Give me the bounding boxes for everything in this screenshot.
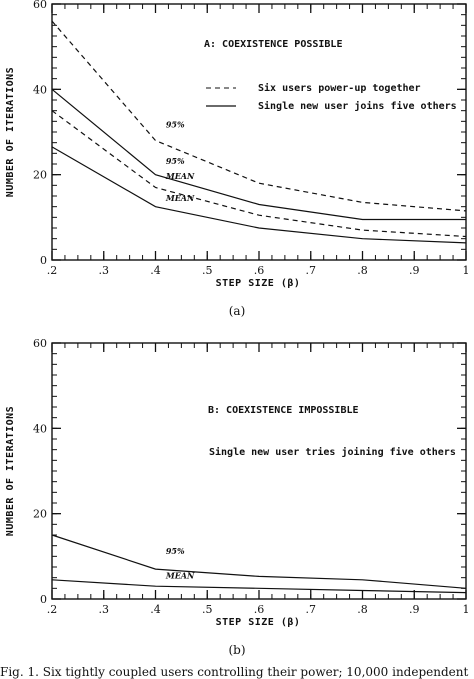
y-tick-label: 20: [33, 169, 47, 182]
x-tick-label: .5: [202, 264, 213, 277]
x-tick-label: 1: [463, 264, 470, 277]
panel-b-ticks: .2 .3 .4 .5 .6 .7 .8 .9 1 0 20 40 60: [33, 337, 470, 616]
panel-b-y-axis-title: NUMBER OF ITERATIONS: [5, 406, 16, 536]
series-annotation: MEAN: [165, 171, 195, 181]
legend-label-power-up-together: Six users power-up together: [258, 82, 421, 94]
series-annotation: 95%: [166, 120, 185, 130]
panel-a-annotations: 95% 95% MEAN MEAN: [165, 120, 195, 203]
x-tick-label: .3: [99, 264, 110, 277]
panel-a-chart: .2 .3 .4 .5 .6 .7 .8 .9 1 0 20 40 60 A: COEXISTENCE …: [5, 0, 470, 318]
x-tick-label: .7: [306, 603, 317, 616]
panel-b-series: [51, 534, 467, 594]
panel-a-series: [51, 20, 467, 244]
y-tick-label: 0: [40, 593, 47, 606]
panel-b-annotations: 95% MEAN: [165, 546, 195, 580]
x-tick-label: .3: [99, 603, 110, 616]
series-annotation: 95%: [166, 156, 185, 166]
y-tick-label: 0: [40, 254, 47, 267]
y-tick-label: 60: [33, 337, 47, 350]
panel-a-title: A: COEXISTENCE POSSIBLE: [204, 39, 342, 50]
series-annotation: 95%: [166, 546, 185, 556]
series-line-solid-1: [51, 579, 467, 594]
series-line-solid-2: [51, 88, 466, 221]
x-tick-label: 1: [463, 603, 470, 616]
y-tick-label: 60: [33, 0, 47, 11]
x-tick-label: .7: [306, 264, 317, 277]
x-tick-label: .9: [409, 264, 420, 277]
x-tick-label: .9: [409, 603, 420, 616]
x-tick-label: .4: [150, 264, 161, 277]
panel-b-x-axis-title: STEP SIZE (β): [216, 617, 301, 628]
panel-a-y-axis-title: NUMBER OF ITERATIONS: [5, 67, 16, 197]
y-tick-label: 40: [33, 83, 47, 96]
figure-caption: Fig. 1. Six tightly coupled users contro…: [0, 665, 468, 679]
panel-a-ticks: .2 .3 .4 .5 .6 .7 .8 .9 1 0 20 40 60: [33, 0, 470, 277]
panel-b-title: B: COEXISTENCE IMPOSSIBLE: [208, 405, 359, 416]
x-tick-label: .6: [254, 603, 265, 616]
y-tick-label: 40: [33, 422, 47, 435]
panel-b-chart: .2 .3 .4 .5 .6 .7 .8 .9 1 0 20 40 60 B: COEXISTENCE …: [5, 337, 470, 657]
series-annotation: MEAN: [165, 571, 195, 581]
series-line-dashed-1: [51, 110, 467, 238]
x-tick-label: .8: [357, 603, 368, 616]
x-tick-label: .6: [254, 264, 265, 277]
x-tick-label: .5: [202, 603, 213, 616]
x-tick-label: .2: [47, 603, 58, 616]
panel-b-sub-label: (b): [228, 643, 245, 657]
series-line-solid-0: [51, 534, 467, 589]
legend-label-joins-five-others: Single new user joins five others: [258, 100, 457, 112]
x-tick-label: .4: [150, 603, 161, 616]
x-tick-label: .2: [47, 264, 58, 277]
series-line-solid-3: [51, 146, 467, 244]
panel-a-x-axis-title: STEP SIZE (β): [216, 278, 301, 289]
series-annotation: MEAN: [165, 193, 195, 203]
panel-a-sub-label: (a): [229, 304, 246, 318]
panel-b-plot-frame: [51, 342, 467, 600]
y-tick-label: 20: [33, 508, 47, 521]
series-line-dashed-0: [51, 20, 467, 212]
legend-label-tries-joining: Single new user tries joining five other…: [209, 446, 456, 458]
x-tick-label: .8: [357, 264, 368, 277]
